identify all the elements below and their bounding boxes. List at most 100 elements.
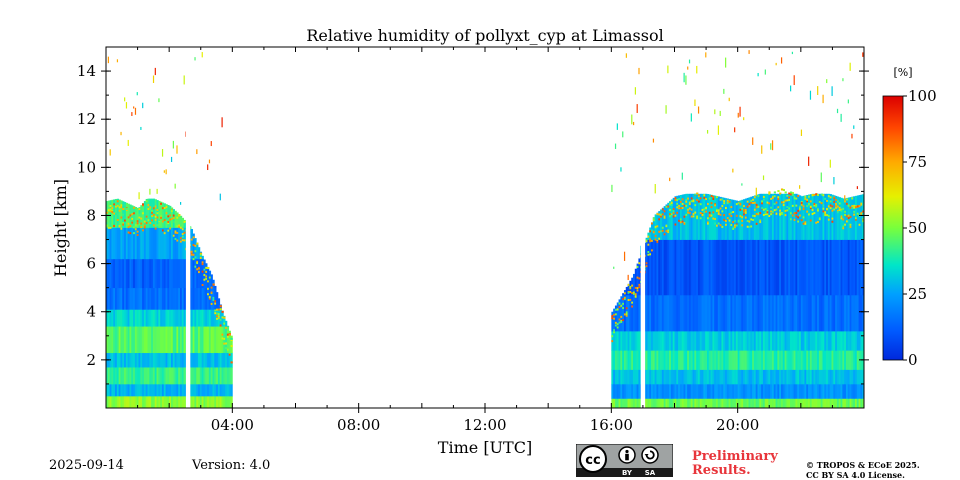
heatmap-cell [614,308,618,311]
heatmap-cell [808,383,811,399]
heatmap-cell [107,200,110,228]
heatmap-cell [665,205,668,208]
heatmap-cell [183,219,186,228]
heatmap-cell [192,287,195,310]
heatmap-cell [750,239,753,296]
heatmap-cell [174,237,177,240]
heatmap-cell [207,287,210,290]
heatmap-cell [167,220,170,223]
heatmap-cell [161,367,165,385]
heatmap-cell [802,216,805,219]
heatmap-cell [156,326,159,354]
heatmap-cell [212,367,215,385]
heatmap-cell [170,156,173,162]
heatmap-cell [163,227,166,260]
heatmap-cell [136,383,139,397]
heatmap-cell [741,199,744,240]
heatmap-cell [174,258,177,289]
heatmap-cell [730,211,733,214]
heatmap-cell [645,240,648,243]
heatmap-cell [107,309,110,327]
heatmap-cell [757,369,760,385]
heatmap-cell [679,294,683,332]
heatmap-cell [755,222,758,225]
heatmap-cell [616,323,619,326]
heatmap-cell [862,194,864,240]
heatmap-cell [836,209,840,212]
heatmap-cell [627,330,630,351]
heatmap-cell [183,258,186,289]
heatmap-cell [616,350,619,370]
heatmap-cell [840,239,843,296]
heatmap-cell [122,258,125,289]
heatmap-cell [683,204,686,207]
heatmap-cell [174,326,177,354]
heatmap-cell [860,212,863,215]
heatmap-cell [696,215,699,218]
heatmap-cell [802,294,805,332]
heatmap-cell [214,367,217,385]
heatmap-cell [622,298,625,301]
heatmap-cell [614,330,618,351]
heatmap-cell [714,369,717,385]
heatmap-cell [170,352,174,368]
heatmap-cell [106,287,109,310]
heatmap-cell [127,326,130,354]
heatmap-cell [161,227,165,260]
heatmap-cell [784,239,787,296]
heatmap-cell [809,330,813,351]
heatmap-cell [198,367,201,385]
heatmap-cell [690,350,693,370]
heatmap-cell [226,335,230,338]
cc-license-badge[interactable]: cc BY SA [576,444,673,477]
heatmap-cell [611,369,614,385]
heatmap-cell [201,367,204,385]
heatmap-cell [142,258,145,289]
heatmap-cell [762,175,765,181]
heatmap-cell [208,296,212,299]
heatmap-cell [165,217,168,220]
heatmap-cell [732,398,735,408]
heatmap-cell [836,205,840,208]
heatmap-cell [737,350,740,370]
heatmap-cell [750,330,753,351]
heatmap-cell [697,294,701,332]
heatmap-cell [829,330,832,351]
heatmap-cell [674,199,677,202]
heatmap-cell [634,398,637,408]
heatmap-cell [203,268,206,271]
heatmap-cell [632,398,636,408]
heatmap-cell [634,295,637,298]
heatmap-cell [826,383,829,399]
heatmap-cell [818,294,822,332]
heatmap-cell [632,121,635,126]
heatmap-cell [759,239,762,296]
heatmap-cell [223,395,226,408]
heatmap-cell [755,383,758,399]
heatmap-cell [806,350,809,370]
heatmap-cell [665,369,668,385]
heatmap-cell [176,239,179,242]
heatmap-cell [622,383,625,399]
heatmap-cell [654,184,656,194]
heatmap-cell [797,216,800,219]
heatmap-cell [125,102,128,109]
heatmap-cell [212,326,215,354]
heatmap-cell [669,208,672,211]
heatmap-cell [737,330,740,351]
heatmap-cell [152,383,156,397]
heatmap-cell [176,258,179,289]
heatmap-cell [786,209,789,212]
heatmap-cell [654,330,657,351]
heatmap-cell [842,369,845,385]
heatmap-cell [735,214,739,217]
heatmap-cell [225,326,228,354]
heatmap-cell [735,369,739,385]
heatmap-cell [208,297,212,300]
heatmap-cell [831,205,834,208]
heatmap-cell [759,193,762,240]
heatmap-cell [156,224,159,227]
heatmap-cell [674,383,677,399]
heatmap-cell [732,168,734,173]
heatmap-cell [753,239,757,296]
